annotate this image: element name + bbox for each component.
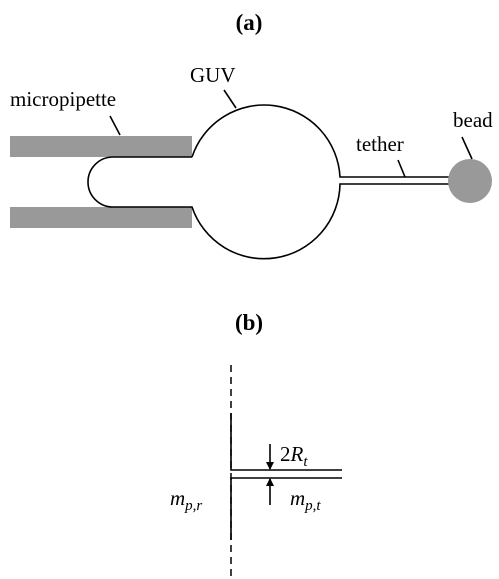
label-left: mp,r (170, 486, 202, 514)
label-tether: tether (356, 132, 404, 156)
text: 2 (280, 442, 291, 466)
text: R (290, 442, 304, 466)
panel-a-title: (a) (236, 10, 263, 35)
text: t (303, 454, 308, 470)
leader (462, 137, 472, 159)
text: p,r (184, 498, 202, 514)
leader (398, 160, 405, 177)
pipette-wall-bottom (10, 207, 192, 228)
label-guv: GUV (190, 63, 236, 87)
label-width: 2Rt (280, 442, 308, 470)
panel-b-title: (b) (235, 310, 263, 335)
label-bead: bead (453, 108, 493, 132)
text: p,t (304, 498, 321, 514)
pipette-wall-top (10, 136, 192, 157)
label-micropipette: micropipette (10, 87, 116, 111)
leader (224, 90, 236, 108)
tether-section (231, 413, 342, 540)
guv-outline (88, 105, 450, 259)
leader (110, 116, 120, 135)
label-right: mp,t (290, 486, 321, 514)
bead (448, 159, 492, 203)
diagram: (a) micropipette GUV tether bead (b) 2Rt… (0, 0, 499, 579)
text: m (290, 486, 305, 510)
text: m (170, 486, 185, 510)
